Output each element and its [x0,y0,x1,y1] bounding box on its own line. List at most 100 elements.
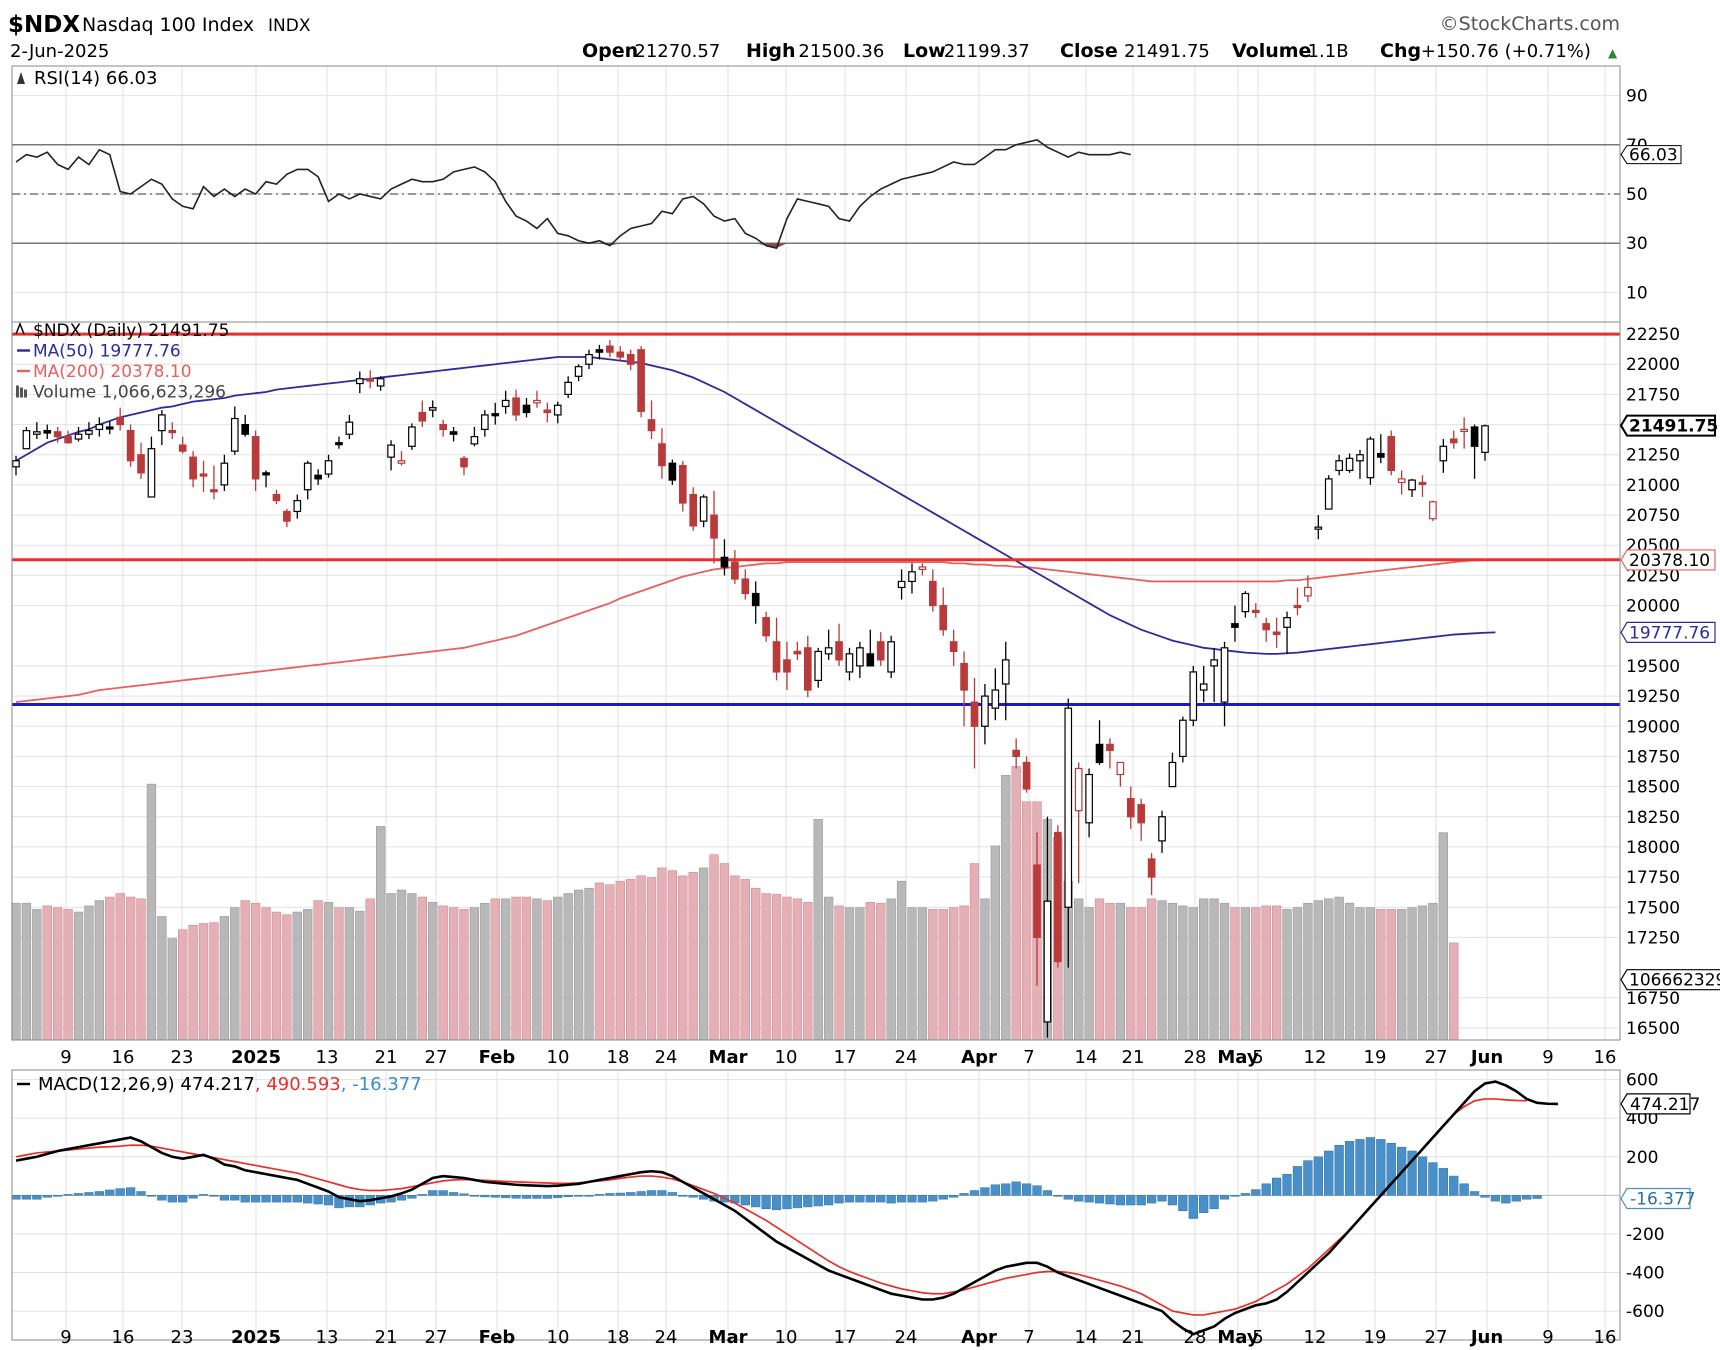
volume-bar [1417,905,1428,1041]
candle-body [668,462,677,481]
candle [522,398,531,418]
candle-body [1137,804,1146,824]
ohlc-value: 21199.37 [944,41,1030,62]
volume-bar [125,896,136,1041]
x-axis-label: 2025 [231,1327,281,1348]
candle [637,346,645,418]
volume-bar [626,879,636,1041]
candle-body [1231,623,1239,628]
volume-icon [16,385,19,398]
macd-last-value-tag: 474.217 [1620,1093,1700,1115]
volume-bar [344,907,355,1041]
candle-body [626,353,635,365]
candle-body [512,397,520,416]
candle-body [1439,445,1448,462]
macd-histogram-bar [63,1194,73,1196]
macd-histogram-bar [1376,1139,1386,1196]
candle-body [1054,831,1062,963]
volume-bar [813,819,823,1041]
volume-bar [94,900,105,1041]
price-tick-label: 19500 [1626,657,1680,677]
rsi-tick-label: 90 [1626,87,1648,107]
candle-body [387,444,395,458]
candle-body [824,647,833,655]
macd-histogram-bar [42,1195,52,1198]
candle-body [460,457,468,468]
volume-bar [1407,907,1417,1041]
volume-bar [448,907,459,1041]
macd-histogram-bar [824,1195,834,1206]
macd-histogram-bar [32,1195,42,1200]
macd-histogram-bar [219,1195,229,1201]
volume-bar [1199,898,1209,1041]
candle-body [720,556,729,568]
candle [283,509,291,528]
x-axis-label: 24 [655,1047,678,1068]
candle [1460,417,1468,449]
price-last-value: 21491.75 [1629,417,1718,437]
ohlc-label: Chg [1380,40,1421,62]
candle-body [678,465,687,504]
price-tick-label: 22000 [1626,355,1680,375]
candle [53,426,62,443]
macd-histogram-bar [1157,1195,1167,1202]
volume-bar [365,898,375,1041]
candle [1168,752,1177,788]
candle [1095,720,1104,765]
candle-body [731,561,739,580]
macd-histogram-bar [803,1195,813,1208]
candle [574,364,583,382]
rsi-last-value-tag: 66.03 [1620,145,1682,166]
candle [85,422,93,440]
candle [1449,430,1458,449]
volume-bar [553,896,563,1041]
candle [12,455,20,476]
rsi-tick-label: 50 [1626,185,1648,205]
candle [220,454,229,491]
candle-body [1418,481,1427,486]
candle [22,426,31,450]
volume-bar [198,923,209,1041]
price-last-value-tag: 1066623296 [1620,969,1720,991]
macd-histogram-bar [511,1195,521,1199]
candle-body [53,431,62,438]
volume-bar [667,870,678,1041]
x-axis-label: Jun [1469,1047,1503,1068]
candle [783,641,791,691]
volume-bar [407,893,417,1041]
macd-histogram-bar [125,1187,136,1196]
candle-body [428,407,437,411]
candle [345,414,354,440]
candle [1304,575,1312,602]
candle [1210,647,1218,703]
volume-bar [105,896,115,1041]
macd-histogram-bar [896,1195,907,1203]
candle [43,424,52,440]
volume-bar [1126,907,1136,1041]
candle-body [689,493,698,527]
volume-bar [1365,907,1376,1041]
x-axis-label: 9 [60,1327,71,1348]
volume-bar [1438,832,1449,1041]
macd-histogram-bar [21,1195,32,1200]
ohlc-value: 21270.57 [634,41,720,62]
candle [418,400,427,427]
legend-entry: MA(50) 19777.76 [33,342,181,362]
volume-bar [11,902,21,1041]
x-axis-label: 13 [316,1327,339,1348]
candle [1262,617,1271,642]
candle [272,489,281,505]
volume-bar [521,896,532,1041]
x-axis-label: 24 [655,1327,678,1348]
candle [74,426,83,442]
candle [1043,816,1052,1038]
candle [866,629,875,667]
macd-tick-label: -400 [1626,1264,1665,1284]
macd-histogram-bar [1459,1183,1469,1196]
price-tick-label: 19250 [1626,687,1680,707]
price-last-value: 19777.76 [1629,623,1710,643]
macd-histogram-bar [855,1195,865,1203]
candle-body [158,414,166,432]
volume-bar [740,879,750,1041]
candle-body [1064,707,1073,908]
